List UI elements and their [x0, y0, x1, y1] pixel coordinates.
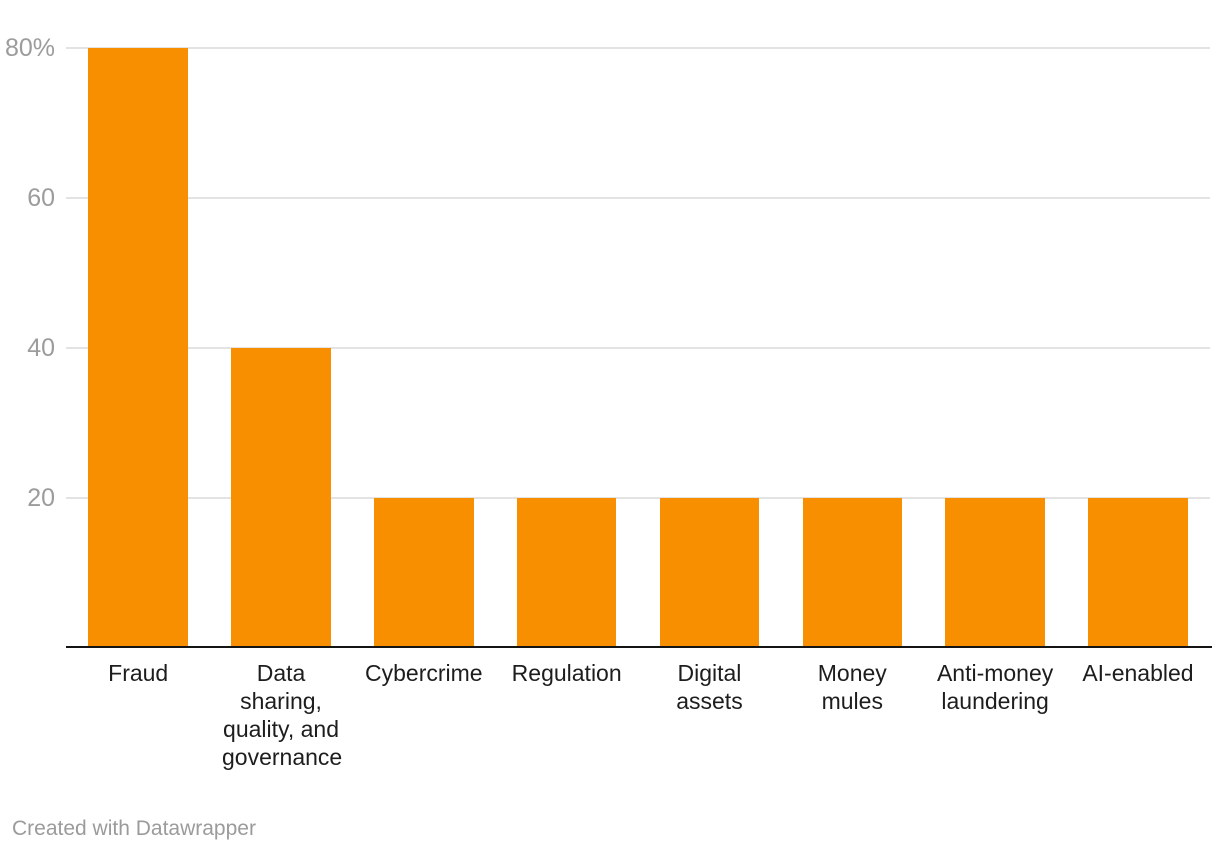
bar: [88, 48, 188, 648]
bar: [374, 498, 474, 648]
y-gridline: [66, 497, 1210, 499]
bar: [1088, 498, 1188, 648]
y-axis-tick-label: 20: [27, 484, 55, 512]
x-axis-category-label: Cybercrime: [365, 660, 483, 686]
x-axis-category-label: Fraud: [108, 660, 169, 686]
bar: [945, 498, 1045, 648]
y-axis-tick-label: 40: [27, 334, 55, 362]
x-axis-category-label: Anti-money laundering: [936, 660, 1054, 714]
y-gridline: [66, 197, 1210, 199]
bar: [516, 498, 617, 648]
y-gridline: [66, 47, 1210, 49]
y-axis-tick-label: 80%: [4, 34, 55, 62]
y-axis-tick-label: 60: [27, 184, 55, 212]
datawrapper-attribution-link[interactable]: Created with Datawrapper: [12, 817, 256, 840]
x-axis-line: [66, 646, 1212, 648]
bar: [802, 498, 903, 648]
x-axis-category-label: Regulation: [511, 660, 622, 686]
bar: [659, 498, 760, 648]
x-axis-category-label: AI-enabled: [1082, 660, 1194, 686]
bar: [231, 348, 331, 648]
x-axis-category-label: Data sharing, quality, and governance: [222, 660, 343, 770]
x-axis-category-label: Money mules: [817, 660, 887, 714]
x-axis-category-label: Digital assets: [676, 660, 743, 714]
y-gridline: [66, 347, 1210, 349]
